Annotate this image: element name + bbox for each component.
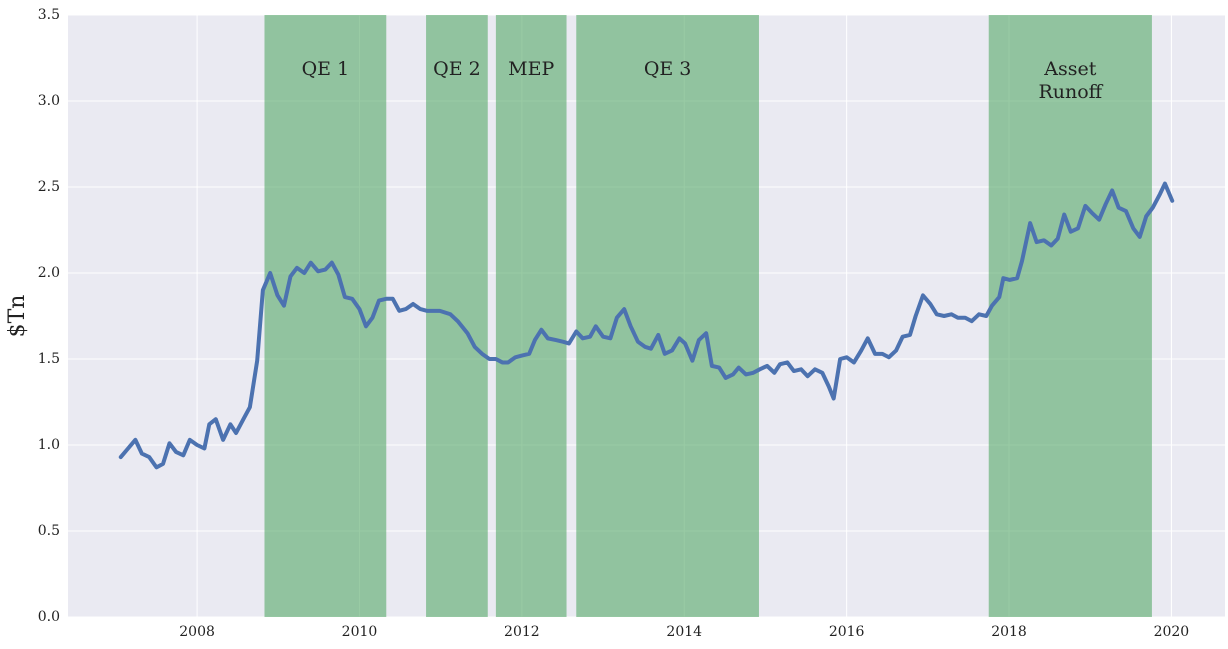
line [118,181,1175,470]
y-tick-label: 0.5 [38,523,60,539]
span [264,15,387,617]
span [988,15,1152,617]
x-tick-label: 2018 [991,624,1027,640]
x-tick-label: 2014 [666,624,702,640]
y-tick-label: 1.5 [38,351,60,367]
y-tick-label: 3.5 [38,7,60,23]
x-tick-label: 2012 [504,624,540,640]
x-tick-label: 2016 [829,624,865,640]
x-tick-label: 2010 [342,624,378,640]
x-tick-label: 2020 [1154,624,1190,640]
span-label: MEP [508,58,554,80]
span-label: QE 2 [433,58,481,80]
y-tick-label: 2.0 [38,265,60,281]
span [495,15,567,617]
span-label: Asset [1043,58,1096,80]
y-tick-label: 1.0 [38,437,60,453]
span-label: QE 3 [644,58,692,80]
span [576,15,759,617]
span-label: QE 1 [302,58,350,80]
span-label: Runoff [1038,81,1103,103]
y-axis-label: $Tn [5,295,30,338]
span [426,15,488,617]
x-tick-label: 2008 [179,624,215,640]
y-tick-label: 0.0 [38,609,60,625]
y-tick-label: 3.0 [38,93,60,109]
y-tick-label: 2.5 [38,179,60,195]
